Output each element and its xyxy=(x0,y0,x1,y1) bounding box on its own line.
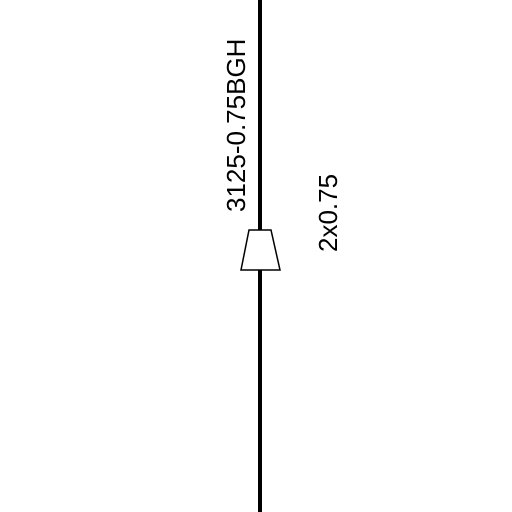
cable-label: 3125-0.75BGH xyxy=(221,39,251,212)
tapered-connector-icon xyxy=(240,229,281,271)
cable-spec-label: 2x0.75 xyxy=(313,174,343,252)
